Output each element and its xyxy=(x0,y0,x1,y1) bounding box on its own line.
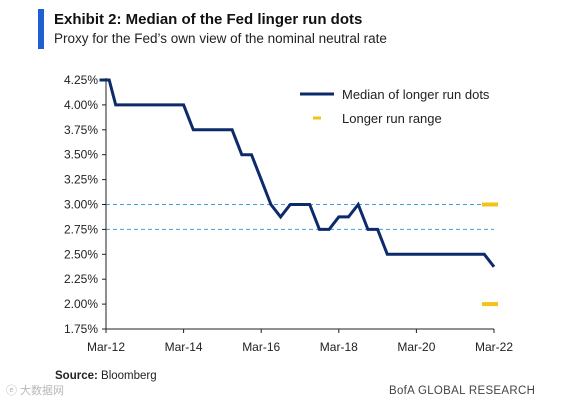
x-tick-label: Mar-18 xyxy=(320,340,358,354)
legend-label-median: Median of longer run dots xyxy=(342,87,490,102)
y-tick-label: 2.00% xyxy=(64,297,98,311)
source-label: Source: xyxy=(55,370,98,382)
y-tick-label: 3.00% xyxy=(64,198,98,212)
brand-footer: BofA GLOBAL RESEARCH xyxy=(389,385,536,397)
chart-legend: Median of longer run dots Longer run rang… xyxy=(300,87,490,126)
series-layer xyxy=(99,78,498,307)
axes xyxy=(105,78,494,330)
chart-subtitle: Proxy for the Fed’s own view of the nomi… xyxy=(54,31,387,46)
y-tick-label: 4.00% xyxy=(64,98,98,112)
y-tick-label: 2.75% xyxy=(64,222,98,236)
y-tick-label: 1.75% xyxy=(64,322,98,336)
source-text: Bloomberg xyxy=(101,370,157,382)
y-tick-label: 3.75% xyxy=(64,123,98,137)
y-tick-label: 2.25% xyxy=(64,272,98,286)
y-tick-label: 3.50% xyxy=(64,148,98,162)
y-axis-ticks: 1.75% 2.00% 2.25% 2.50% 2.75% 3.00% 3.25% 3.50%… xyxy=(64,73,106,336)
median-longer-run-line xyxy=(99,78,496,268)
chart-title: Exhibit 2: Median of the Fed linger run … xyxy=(54,11,363,28)
x-tick-label: Mar-22 xyxy=(475,340,513,354)
x-tick-label: Mar-20 xyxy=(397,340,435,354)
y-tick-label: 2.50% xyxy=(64,247,98,261)
title-accent-bar xyxy=(38,9,44,49)
x-axis-ticks: Mar-12 Mar-14 Mar-16 Mar-18 Mar-20 Mar-22 xyxy=(87,329,513,354)
reference-lines xyxy=(106,204,494,230)
y-tick-label: 4.25% xyxy=(64,73,98,87)
x-tick-label: Mar-14 xyxy=(165,340,203,354)
legend-label-range: Longer run range xyxy=(342,111,442,126)
watermark-text: ⓔ 大数据网 xyxy=(6,385,65,397)
x-tick-label: Mar-16 xyxy=(242,340,280,354)
y-tick-label: 3.25% xyxy=(64,173,98,187)
x-tick-label: Mar-12 xyxy=(87,340,125,354)
source-note: Source: Bloomberg xyxy=(55,370,157,382)
